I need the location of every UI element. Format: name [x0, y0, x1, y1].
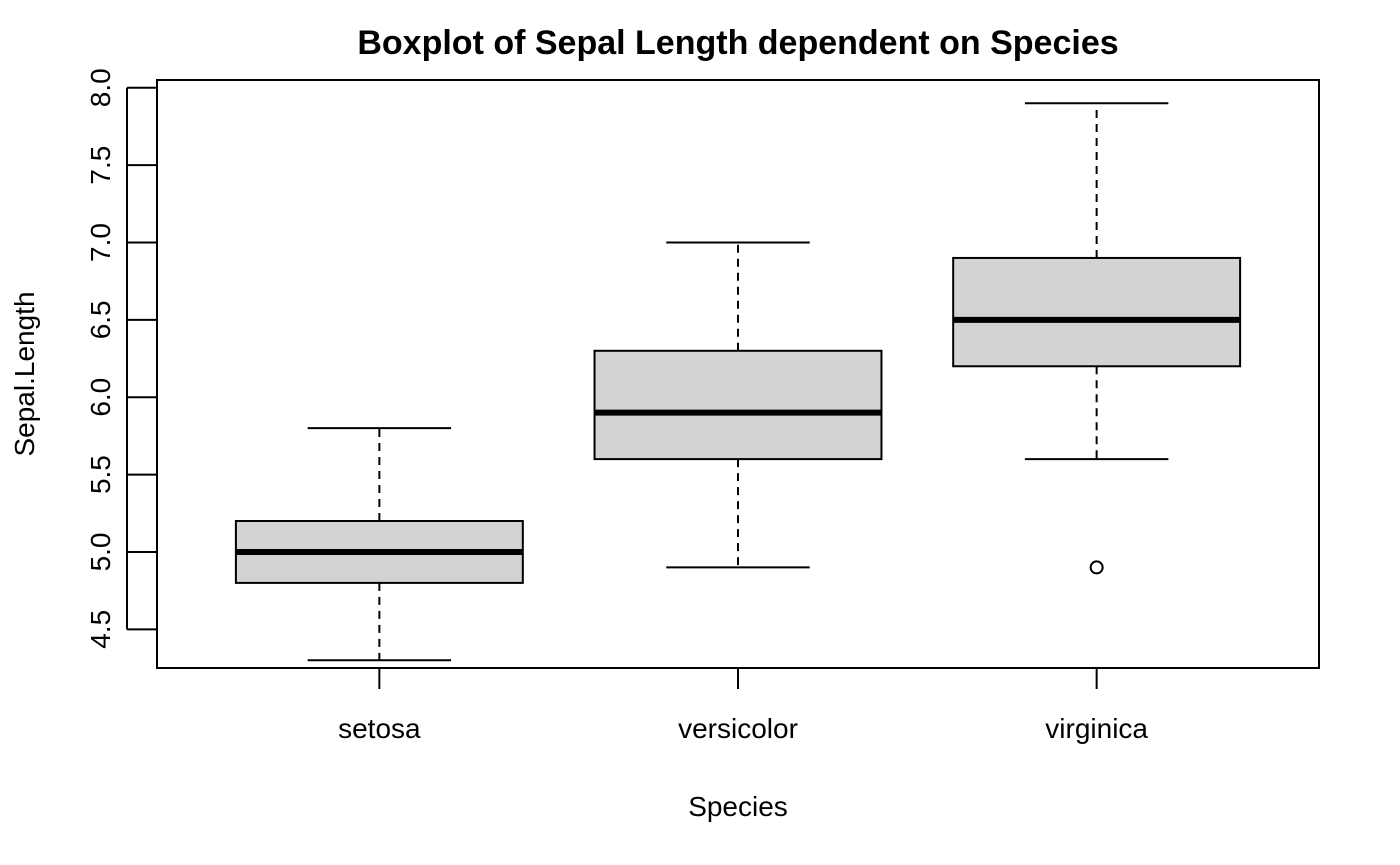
y-tick-label: 5.0: [85, 532, 116, 571]
box-virginica: [952, 102, 1242, 575]
y-tick-label: 6.0: [85, 378, 116, 417]
x-axis-label: Species: [688, 791, 788, 822]
chart-title: Boxplot of Sepal Length dependent on Spe…: [357, 24, 1118, 62]
box-setosa: [234, 427, 524, 662]
x-axis: setosa versicolor virginica: [338, 668, 1148, 744]
y-tick-label: 4.5: [85, 610, 116, 649]
y-tick-label: 6.5: [85, 300, 116, 339]
box-series: [234, 102, 1242, 662]
y-tick-label: 7.0: [85, 223, 116, 262]
y-tick-label: 5.5: [85, 455, 116, 494]
x-tick-label: virginica: [1045, 713, 1148, 744]
iqr-box: [952, 256, 1242, 368]
x-tick-label: setosa: [338, 713, 421, 744]
y-axis: 4.5 5.0 5.5 6.0 6.5 7.0 7.5 8.0: [85, 68, 157, 649]
x-tick-label: versicolor: [678, 713, 798, 744]
iqr-box: [593, 349, 883, 461]
y-tick-label: 8.0: [85, 68, 116, 107]
y-axis-label: Sepal.Length: [9, 291, 40, 456]
y-tick-label: 7.5: [85, 146, 116, 185]
box-versicolor: [593, 241, 883, 569]
outlier-point: [1089, 560, 1104, 575]
